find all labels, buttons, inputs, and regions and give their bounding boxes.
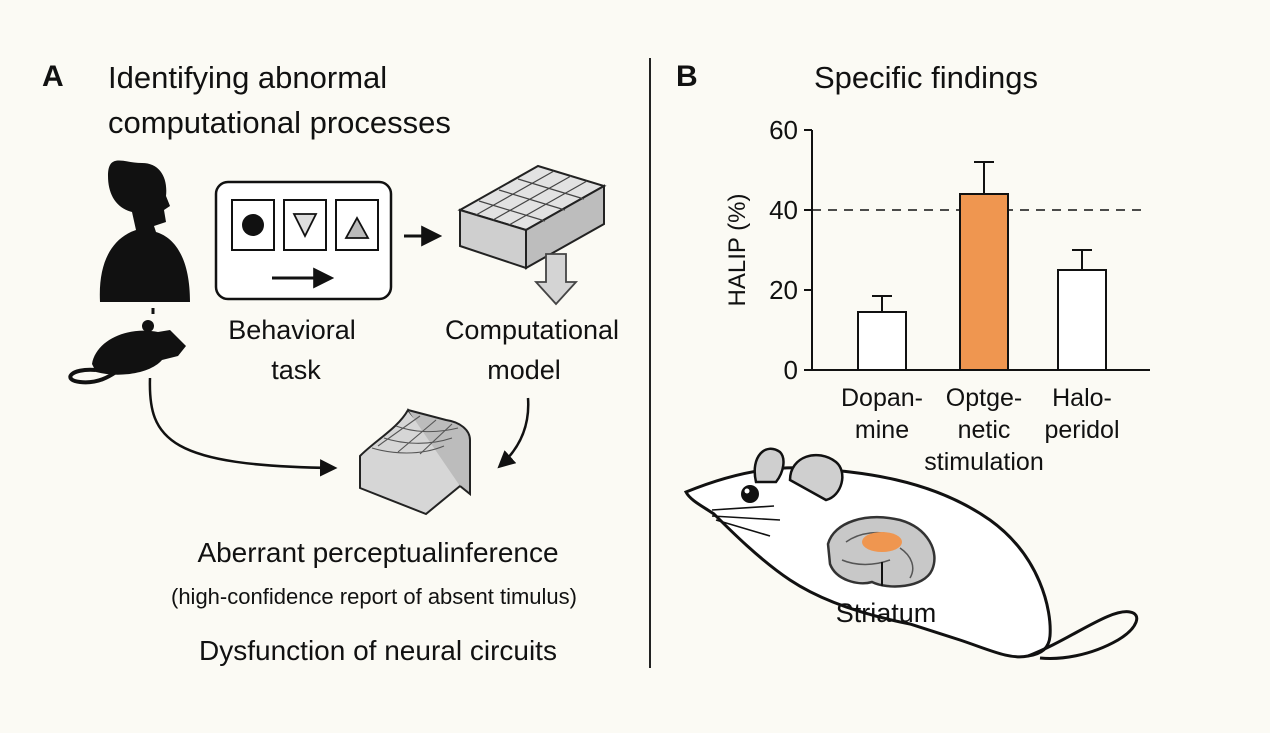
bar-0: [857, 311, 907, 371]
task-label-line-1: Behavioral: [228, 315, 356, 345]
halip-bar-chart: HALIP (%) 0 20 40 60 Dopan-mine Optge-netic s…: [724, 115, 1150, 476]
y-tick-label: 20: [769, 275, 798, 305]
caption-sub: (high-confidence report of absent timulu…: [171, 584, 577, 609]
striatum-label: Striatum: [836, 598, 937, 628]
category-label: stimulation: [924, 448, 1044, 476]
model-cube-icon: [457, 164, 607, 306]
panel-b-title: Specific findings: [814, 60, 1038, 95]
y-tick-label: 40: [769, 195, 798, 225]
y-tick-label: 60: [769, 115, 798, 145]
model-to-surface-arrow: [497, 397, 530, 469]
mouse-icon: [68, 320, 186, 385]
mouse-to-surface-arrow: [148, 377, 338, 477]
category-label: Optge-: [946, 384, 1022, 412]
caption-main: Aberrant perceptualinference: [197, 537, 558, 568]
category-label: peridol: [1044, 416, 1119, 444]
surface-plot-icon: [359, 408, 471, 516]
category-label: mine: [855, 416, 909, 444]
bar-2: [1057, 269, 1107, 371]
model-label-line-1: Computational: [445, 315, 619, 345]
person-silhouette-icon: [99, 160, 190, 302]
model-label-line-2: model: [487, 355, 561, 385]
category-label: Dopan-: [841, 384, 923, 412]
y-tick-label: 0: [784, 355, 798, 385]
mouse-outline-icon: [683, 447, 1139, 660]
bar-1: [959, 193, 1009, 371]
task-screen-icon: [214, 180, 393, 301]
caption-bottom: Dysfunction of neural circuits: [199, 635, 557, 666]
y-axis-label: HALIP (%): [724, 194, 751, 307]
panel-a-title-line-2: computational processes: [108, 105, 451, 140]
striatum-highlight: [862, 532, 902, 552]
panel-a-letter: A: [42, 60, 64, 93]
panel-b-letter: B: [676, 60, 698, 93]
category-label: Halo-: [1052, 384, 1112, 412]
panel-a-title-line-1: Identifying abnormal: [108, 60, 387, 95]
category-label: netic: [958, 416, 1011, 444]
task-label-line-2: task: [271, 355, 321, 385]
